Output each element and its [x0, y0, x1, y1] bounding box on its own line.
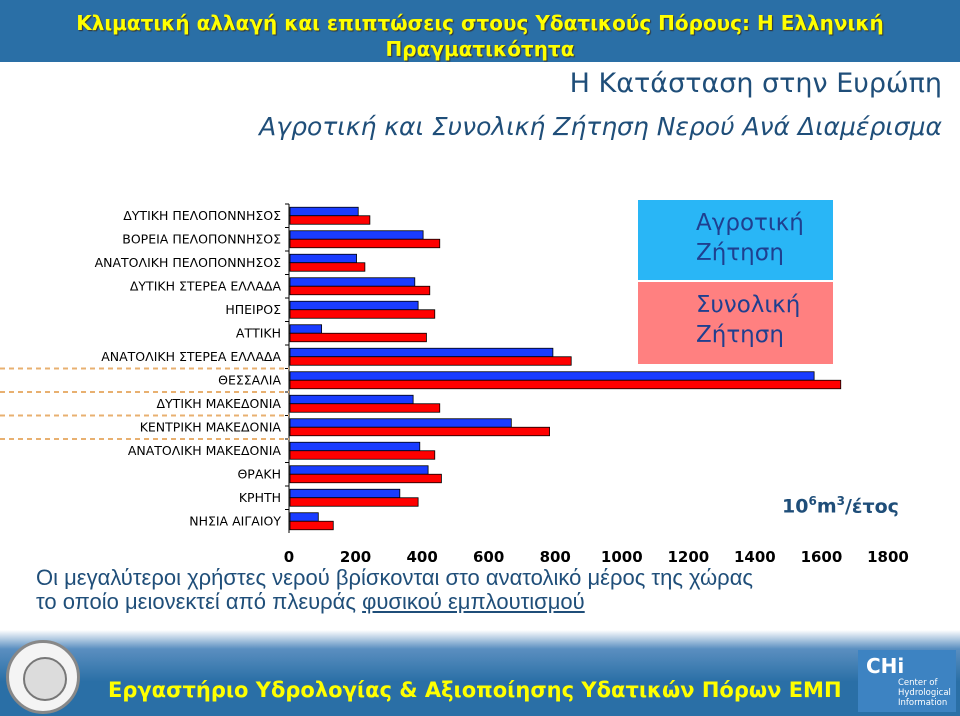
x-tick-label: 1600 — [801, 548, 843, 566]
bars — [289, 206, 842, 531]
presentation-title: Κλιματική αλλαγή και επιπτώσεις στους Υδ… — [0, 10, 960, 62]
category-label: ΘΕΣΣΑΛΙΑ — [218, 372, 281, 387]
subtitle-demand: Αγροτική και Συνολική Ζήτηση Νερού Ανά Δ… — [259, 112, 942, 141]
unit-exp1: 6 — [808, 494, 817, 508]
unit-label: 106m3/έτος — [782, 494, 899, 517]
bar-agricultural — [289, 371, 815, 381]
bar-total — [289, 450, 436, 460]
category-label: ΗΠΕΙΡΟΣ — [225, 302, 281, 317]
bar-agricultural — [289, 347, 554, 358]
bar-agricultural — [289, 394, 414, 405]
axis-lines — [0, 203, 290, 533]
subtitle-band — [0, 62, 960, 188]
category-label: ΑΝΑΤΟΛΙΚΗ ΣΤΕΡΕΑ ΕΛΛΑΔΑ — [101, 349, 281, 364]
bar-total — [289, 520, 334, 531]
legend-total-label: Συνολική Ζήτηση — [696, 292, 801, 348]
seal-inner-icon — [23, 657, 67, 701]
bar-total — [289, 215, 371, 225]
subtitle-europe: Η Κατάσταση στην Ευρώπη — [569, 68, 942, 99]
bar-total — [289, 473, 442, 484]
footer-band — [0, 630, 960, 716]
bar-total — [289, 356, 572, 366]
x-tick-label: 1200 — [667, 548, 709, 566]
unit-mid: m — [816, 495, 837, 518]
chi-logo-big: CHi — [866, 654, 905, 678]
caption-line-2: το οποίο μειονεκτεί από πλευράς φυσικού … — [36, 590, 936, 614]
unit-exp2: 3 — [836, 494, 845, 508]
bar-agricultural — [289, 206, 359, 217]
x-tick-label: 800 — [540, 548, 571, 566]
chi-logo-small: Center of Hydrological Information — [898, 678, 951, 708]
category-labels: ΔΥΤΙΚΗ ΠΕΛΟΠΟΝΝΗΣΟΣ ΒΟΡΕΙΑ ΠΕΛΟΠΟΝΝΗΣΟΣ ΑΝ… — [95, 208, 282, 529]
header-bar: Κλιματική αλλαγή και επιπτώσεις στους Υδ… — [0, 0, 960, 62]
category-label: ΝΗΣΙΑ ΑΙΓΑΙΟΥ — [189, 513, 281, 528]
bar-agricultural — [289, 441, 421, 452]
legend-agricultural-label: Αγροτική Ζήτηση — [696, 210, 804, 266]
bar-total — [289, 426, 550, 437]
caption: Οι μεγαλύτεροι χρήστες νερού βρίσκονται … — [36, 566, 936, 614]
bar-agricultural — [289, 300, 419, 311]
category-label: ΑΝΑΤΟΛΙΚΗ ΜΑΚΕΔΟΝΙΑ — [128, 443, 282, 458]
demand-bar-chart: ΔΥΤΙΚΗ ΠΕΛΟΠΟΝΝΗΣΟΣ ΒΟΡΕΙΑ ΠΕΛΟΠΟΝΝΗΣΟΣ ΑΝ… — [0, 203, 909, 566]
footer-lab-name: Εργαστήριο Υδρολογίας & Αξιοποίησης Υδατ… — [108, 678, 842, 702]
x-tick-label: 1800 — [867, 548, 909, 566]
x-tick-label: 600 — [473, 548, 504, 566]
bar-agricultural — [289, 488, 401, 499]
title-line-2: Πραγματικότητα — [385, 37, 575, 61]
chi-logo-line-3: Information — [898, 698, 948, 708]
ntua-seal-icon — [6, 640, 80, 714]
caption-line-2-plain: το οποίο μειονεκτεί από πλευράς — [36, 589, 363, 614]
unit-tail: /έτος — [844, 495, 899, 518]
bar-total — [289, 379, 842, 390]
bar-total — [289, 332, 427, 343]
bar-agricultural — [289, 418, 512, 428]
category-label: ΑΝΑΤΟΛΙΚΗ ΠΕΛΟΠΟΝΝΗΣΟΣ — [95, 255, 281, 270]
x-tick-label: 1000 — [601, 548, 643, 566]
title-line-1: Κλιματική αλλαγή και επιπτώσεις στους Υδ… — [76, 11, 884, 35]
bar-agricultural — [289, 253, 357, 264]
x-tick-label: 0 — [284, 548, 294, 566]
legend-total: Συνολική Ζήτηση — [638, 282, 833, 364]
x-tick-labels: 0 200 400 600 800 1000 1200 1400 1600 1800 — [284, 548, 909, 566]
bar-total — [289, 262, 366, 272]
category-label: ΘΡΑΚΗ — [237, 466, 281, 481]
category-label: ΔΥΤΙΚΗ ΠΕΛΟΠΟΝΝΗΣΟΣ — [123, 208, 281, 223]
bar-agricultural — [289, 324, 323, 334]
category-label: ΔΥΤΙΚΗ ΣΤΕΡΕΑ ΕΛΛΑΔΑ — [130, 278, 282, 293]
legend-agricultural: Αγροτική Ζήτηση — [638, 200, 833, 280]
category-label: ΚΡΗΤΗ — [239, 490, 281, 505]
bar-agricultural — [289, 230, 424, 240]
bar-total — [289, 497, 419, 507]
chi-logo-line-1: Center of — [898, 678, 938, 688]
x-tick-label: 1400 — [734, 548, 776, 566]
bar-total — [289, 238, 441, 249]
chi-logo-icon: CHi Center of Hydrological Information — [858, 650, 956, 712]
x-tick-label: 400 — [406, 548, 437, 566]
category-label: ΔΥΤΙΚΗ ΜΑΚΕΔΟΝΙΑ — [157, 396, 282, 411]
bar-total — [289, 285, 431, 296]
category-label: ΑΤΤΙΚΗ — [236, 325, 281, 340]
category-label: ΒΟΡΕΙΑ ΠΕΛΟΠΟΝΝΗΣΟΣ — [122, 231, 281, 246]
chi-logo-line-2: Hydrological — [898, 688, 951, 698]
category-label: ΚΕΝΤΡΙΚΗ ΜΑΚΕΔΟΝΙΑ — [140, 419, 282, 434]
unit-base: 10 — [782, 495, 809, 518]
bar-agricultural — [289, 512, 319, 522]
bar-agricultural — [289, 277, 416, 287]
x-tick-label: 200 — [340, 548, 371, 566]
caption-line-2-underlined: φυσικού εμπλουτισμού — [362, 589, 585, 614]
bar-total — [289, 309, 436, 319]
caption-line-1: Οι μεγαλύτεροι χρήστες νερού βρίσκονται … — [36, 565, 754, 590]
bar-agricultural — [289, 465, 429, 475]
bar-total — [289, 403, 441, 413]
